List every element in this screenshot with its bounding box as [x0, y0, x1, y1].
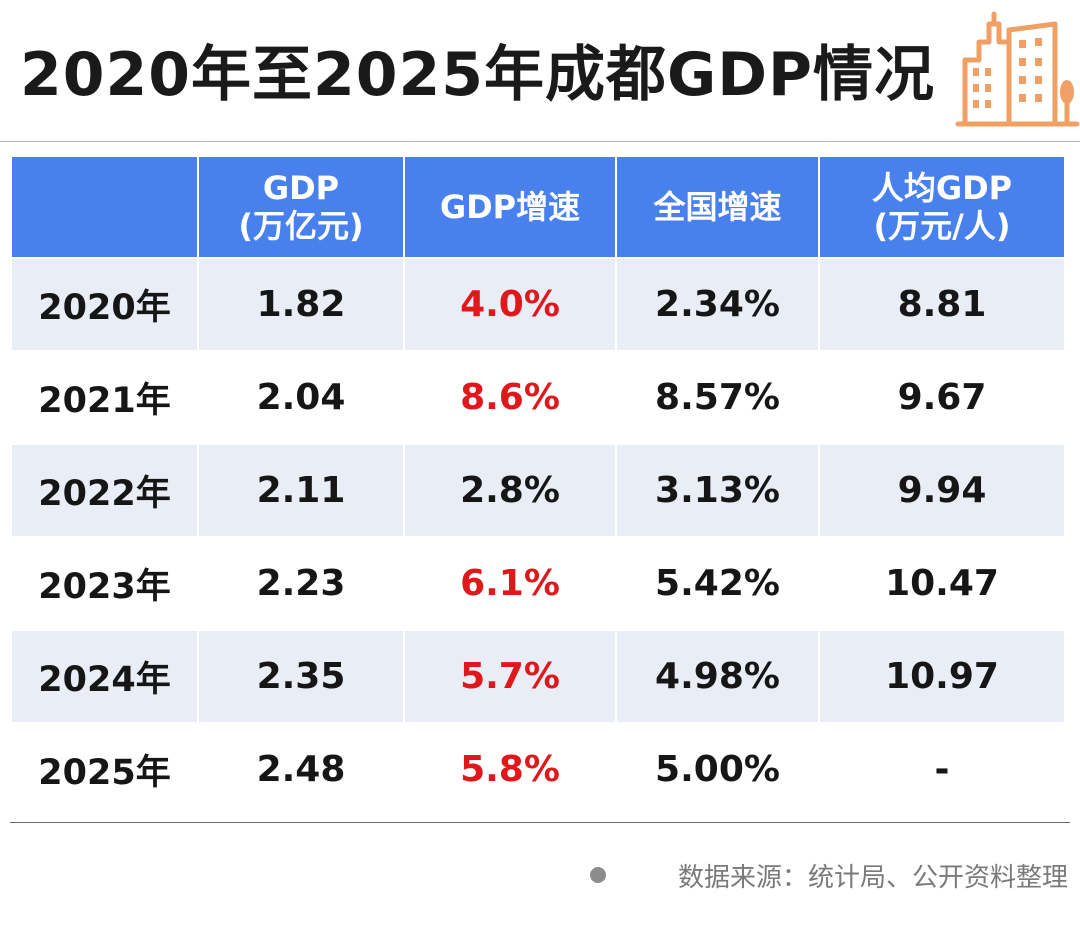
header-gdp-unit: (万亿元)	[238, 207, 364, 245]
table-row: 2024年 2.35 5.7% 4.98% 10.97	[12, 629, 1064, 722]
table-row: 2021年 2.04 8.6% 8.57% 9.67	[12, 350, 1064, 443]
year-cell: 2020年	[12, 257, 199, 350]
gdp-cell: 1.82	[199, 257, 405, 350]
table-row: 2023年 2.23 6.1% 5.42% 10.47	[12, 536, 1064, 629]
bullet-dot-icon	[589, 867, 606, 883]
gdp-cell: 2.23	[199, 536, 405, 629]
gdp-cell: 2.11	[199, 443, 405, 536]
gdp-cell: 2.04	[199, 350, 405, 443]
gdp-cell: 2.48	[199, 722, 405, 815]
gdp-growth-cell: 2.8%	[405, 443, 617, 536]
table-row: 2020年 1.82 4.0% 2.34% 8.81	[12, 257, 1064, 350]
header-year	[12, 157, 199, 257]
gdp-cell: 2.35	[199, 629, 405, 722]
gdp-growth-cell: 5.8%	[405, 722, 617, 815]
gdp-growth-cell: 8.6%	[405, 350, 617, 443]
year-cell: 2021年	[12, 350, 199, 443]
header-national-growth: 全国增速	[617, 157, 820, 257]
per-capita-cell: 10.47	[820, 536, 1064, 629]
per-capita-cell: 10.97	[820, 629, 1064, 722]
table-row: 2025年 2.48 5.8% 5.00% -	[12, 722, 1064, 815]
source-text: 数据来源：统计局、公开资料整理	[677, 862, 1068, 893]
national-growth-cell: 5.42%	[617, 536, 820, 629]
per-capita-cell: 8.81	[820, 257, 1064, 350]
per-capita-cell: -	[820, 722, 1064, 815]
header-per-capita-label: 人均GDP	[871, 169, 1013, 207]
year-cell: 2023年	[12, 536, 199, 629]
table-bottom-divider	[10, 822, 1070, 823]
header-gdp-label: GDP	[262, 169, 340, 207]
per-capita-cell: 9.94	[820, 443, 1064, 536]
header-per-capita-unit: (万元/人)	[873, 207, 1011, 245]
national-growth-cell: 3.13%	[617, 443, 820, 536]
year-cell: 2022年	[12, 443, 199, 536]
page-title: 2020年至2025年成都GDP情况	[20, 40, 936, 110]
building-icon	[955, 11, 1080, 127]
header-gdp-growth-label: GDP增速	[439, 188, 581, 226]
gdp-table: GDP (万亿元) GDP增速 全国增速 人均GDP (万元/人) 2020年 …	[12, 157, 1064, 815]
header-per-capita: 人均GDP (万元/人)	[820, 157, 1064, 257]
table-header-row: GDP (万亿元) GDP增速 全国增速 人均GDP (万元/人)	[12, 157, 1064, 257]
per-capita-cell: 9.67	[820, 350, 1064, 443]
year-cell: 2024年	[12, 629, 199, 722]
gdp-growth-cell: 5.7%	[405, 629, 617, 722]
table-row: 2022年 2.11 2.8% 3.13% 9.94	[12, 443, 1064, 536]
source-note: 数据来源：统计局、公开资料整理	[589, 855, 1068, 895]
title-divider	[0, 141, 1080, 142]
header-national-growth-label: 全国增速	[653, 188, 782, 226]
header-gdp: GDP (万亿元)	[199, 157, 405, 257]
year-cell: 2025年	[12, 722, 199, 815]
gdp-growth-cell: 4.0%	[405, 257, 617, 350]
national-growth-cell: 2.34%	[617, 257, 820, 350]
header-gdp-growth: GDP增速	[405, 157, 617, 257]
national-growth-cell: 4.98%	[617, 629, 820, 722]
national-growth-cell: 5.00%	[617, 722, 820, 815]
national-growth-cell: 8.57%	[617, 350, 820, 443]
gdp-growth-cell: 6.1%	[405, 536, 617, 629]
